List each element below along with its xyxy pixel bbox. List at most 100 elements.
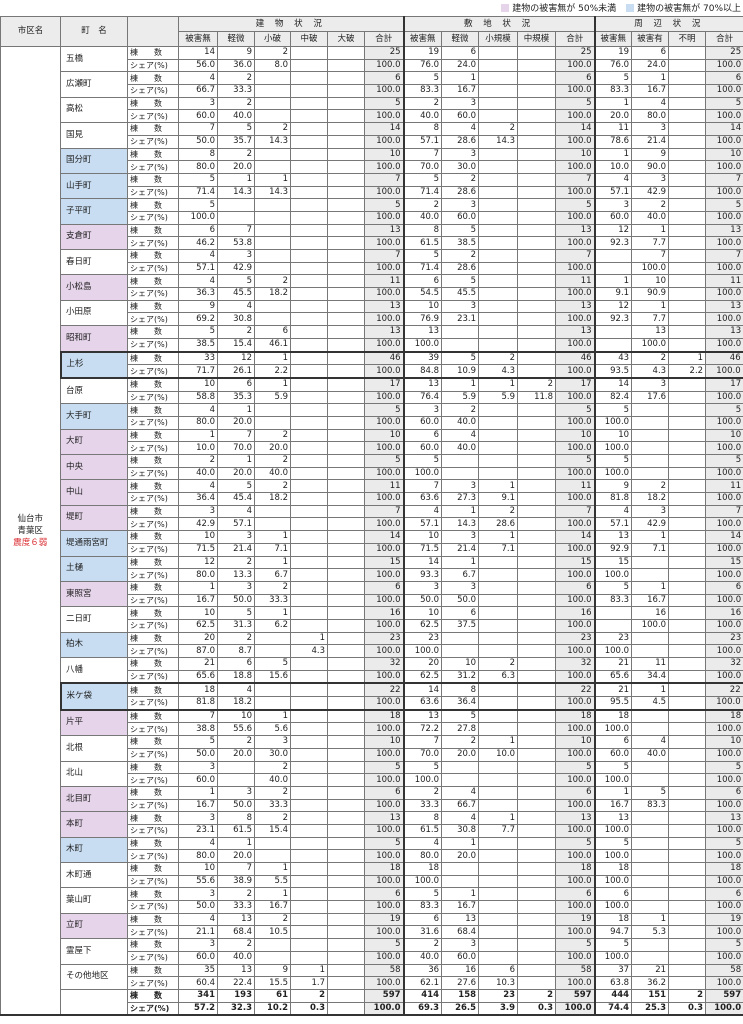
value-cell: 8.7 xyxy=(217,644,255,658)
value-cell: 19 xyxy=(363,912,405,927)
value-cell: 50.0 xyxy=(217,593,255,608)
value-cell: 100.0 xyxy=(555,58,596,73)
town-name: 昭和町 xyxy=(60,325,128,352)
value-cell xyxy=(517,849,557,863)
value-cell: 25 xyxy=(363,46,405,60)
value-cell xyxy=(290,874,328,889)
value-cell: 10 xyxy=(363,428,405,443)
value-cell: 6 xyxy=(217,377,255,392)
value-cell: 10 xyxy=(403,299,443,314)
value-cell: 62.5 xyxy=(403,669,443,684)
value-cell: 100.0 xyxy=(705,722,743,737)
value-cell: 100.0 xyxy=(363,492,405,506)
value-cell: 11 xyxy=(363,274,405,289)
value-cell: 36 xyxy=(403,963,443,978)
town-name: 八幡 xyxy=(60,657,128,684)
value-cell xyxy=(517,696,557,711)
value-cell xyxy=(517,798,557,813)
value-cell xyxy=(290,722,328,737)
value-cell: 21.4 xyxy=(217,542,255,557)
value-cell: 53.8 xyxy=(217,236,255,250)
value-cell: 23.1 xyxy=(441,312,480,327)
value-cell xyxy=(517,874,557,889)
value-cell xyxy=(290,811,328,825)
value-cell: 5 xyxy=(403,887,443,902)
value-cell: 82.4 xyxy=(594,390,633,405)
value-cell: 32.3 xyxy=(217,1001,255,1016)
value-cell: 6 xyxy=(403,912,443,927)
value-cell xyxy=(290,325,328,339)
value-cell: 60.0 xyxy=(441,210,480,225)
row-label-count: 棟 数 xyxy=(127,147,179,162)
header-town: 町 名 xyxy=(60,16,128,47)
value-cell: 7 xyxy=(403,479,443,494)
row-label-count: 棟 数 xyxy=(127,912,179,927)
value-cell xyxy=(327,976,365,990)
value-cell: 50.0 xyxy=(441,593,480,608)
value-cell xyxy=(290,709,328,724)
value-cell: 100.0 xyxy=(555,337,596,353)
value-cell: 3 xyxy=(178,96,218,111)
value-cell: 1 xyxy=(254,530,291,544)
value-cell: 55.6 xyxy=(217,722,255,737)
value-cell: 2 xyxy=(254,785,291,800)
value-cell xyxy=(441,644,480,658)
value-cell xyxy=(668,542,707,557)
value-cell xyxy=(327,350,365,366)
value-cell: 10 xyxy=(363,735,405,749)
row-label-count: 棟 数 xyxy=(127,887,179,902)
value-cell xyxy=(668,84,707,98)
town-name: 五橋 xyxy=(60,45,128,73)
value-cell xyxy=(290,428,328,443)
value-cell: 100.0 xyxy=(555,364,596,379)
value-cell: 10.9 xyxy=(441,364,480,379)
value-cell: 100.0 xyxy=(555,747,596,762)
value-cell xyxy=(254,96,291,111)
row-label-share: シェア(%) xyxy=(127,900,179,914)
value-cell: 5 xyxy=(705,760,743,775)
value-cell: 94.7 xyxy=(594,925,633,940)
value-cell: 40.0 xyxy=(403,109,443,124)
value-cell: 50.0 xyxy=(403,593,443,608)
town-name: 広瀬町 xyxy=(60,71,128,98)
value-cell: 61.5 xyxy=(403,823,443,838)
row-label-share: シェア(%) xyxy=(127,568,179,582)
value-cell: 1 xyxy=(441,71,480,86)
table-row-share: シェア(%) 58.8 35.3 5.9 100.0 76.4 5.9 5.9 11.8 100.… xyxy=(1,390,743,405)
value-cell: 4.5 xyxy=(631,696,670,711)
row-label-share: シェア(%) xyxy=(127,441,179,455)
value-cell xyxy=(517,466,557,481)
value-cell xyxy=(290,862,328,876)
value-cell xyxy=(290,887,328,902)
value-cell: 16 xyxy=(705,606,743,620)
value-cell xyxy=(478,760,519,775)
header-row-columns: 被害無 軽微 小破 中破 大破 合計 被害無 軽微 小規模 中規模 合計 被害無 被害有 不明 合計 xyxy=(1,31,743,47)
value-cell xyxy=(327,122,365,136)
value-cell xyxy=(478,798,519,813)
value-cell xyxy=(478,950,519,965)
value-cell xyxy=(668,773,707,787)
value-cell xyxy=(517,46,557,60)
value-cell: 5 xyxy=(403,172,443,187)
value-cell: 100.0 xyxy=(555,568,596,582)
value-cell: 20.0 xyxy=(217,415,255,430)
value-cell: 16.7 xyxy=(631,593,670,608)
value-cell xyxy=(254,849,291,863)
value-cell: 100.0 xyxy=(705,441,743,455)
row-label-share: シェア(%) xyxy=(127,950,179,965)
value-cell: 93.3 xyxy=(403,568,443,582)
value-cell xyxy=(668,798,707,813)
value-cell xyxy=(327,325,365,339)
value-cell xyxy=(254,836,291,851)
value-cell: 6 xyxy=(403,274,443,289)
value-cell: 6 xyxy=(705,887,743,902)
value-cell xyxy=(517,147,557,162)
value-cell xyxy=(668,96,707,111)
value-cell: 100.0 xyxy=(555,900,596,914)
value-cell: 100.0 xyxy=(403,773,443,787)
value-cell: 100.0 xyxy=(705,925,743,940)
